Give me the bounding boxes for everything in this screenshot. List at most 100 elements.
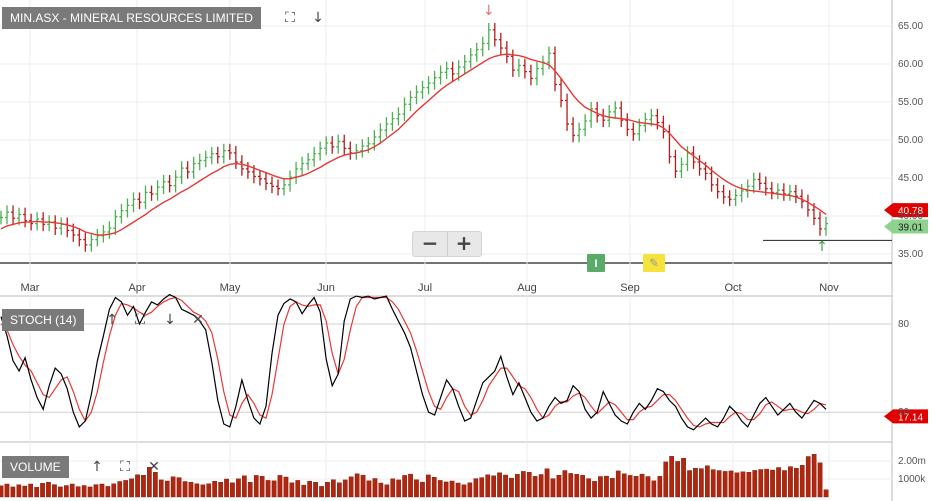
zoom-in-button[interactable]: + [455,231,473,255]
volume-bar [200,484,206,498]
price-bar [540,55,545,76]
volume-bar [610,478,615,498]
price-bar [673,149,678,178]
edit-marker-label: ✎ [649,256,659,270]
volume-bar [651,480,657,498]
price-bar [330,136,335,154]
volume-bar [307,481,313,498]
volume-bar [811,454,817,498]
price-bar [534,61,539,86]
volume-bar [366,480,372,498]
price-bar [282,178,287,196]
stoch-label: STOCH (14) [2,309,85,331]
volume-bar [627,475,633,498]
price-bar [89,232,94,252]
volume-bar [503,474,508,498]
close-icon[interactable]: ✕ [148,459,160,475]
volume-bar [544,468,550,498]
price-bar [667,124,672,164]
moving-average-line [0,53,827,236]
volume-bar [75,486,81,498]
price-bar [360,139,365,158]
volume-bar [437,480,443,498]
last-price-badge: 39.01 [884,219,928,234]
price-panel: ↓ ↑ I ✎ 40.78 39.01 [0,3,928,272]
volume-bar [657,476,663,498]
up-arrow-icon[interactable]: ↑ [91,459,103,475]
price-bar [77,228,82,247]
price-bar [787,184,792,201]
expand-icon[interactable]: ⛶ [285,10,295,26]
axis-labels: 65.00 60.00 55.00 50.00 45.00 40.00 35.00 80 20 2… [898,21,926,485]
volume-bar [598,476,603,498]
chevron-down-icon[interactable]: ↓ [312,10,324,26]
price-bar [143,185,148,210]
volume-bar [455,482,461,498]
price-bar [805,194,810,217]
volume-bar [283,476,289,498]
price-bar [486,22,491,51]
volume-bar [170,476,176,498]
price-bar [697,155,702,176]
volume-bar [509,477,514,498]
price-bar [444,61,449,80]
price-bar [324,136,329,156]
volume-bar [319,486,324,498]
price-bar [528,64,533,86]
price-bar [757,172,762,191]
price-bar [559,77,564,108]
price-tick-label: 40.00 [898,211,923,222]
stoch-badge-value: 17.14 [898,412,923,423]
price-bar [583,114,588,137]
price-bar [817,211,822,236]
volume-bar [693,468,698,498]
price-bar [793,184,798,204]
up-arrow-icon[interactable]: ↑ [106,312,118,328]
price-bar [83,232,88,252]
last-price-badge-shape [884,219,928,234]
volume-bar [188,482,194,498]
volume-bar [69,483,75,498]
zoom-control: − + [412,231,482,257]
volume-bar [633,476,639,498]
volume-bar [681,458,686,498]
volume-bar [230,482,235,498]
volume-bar [431,477,437,498]
volume-bar [408,473,413,498]
price-tick-label: 50.00 [898,135,923,146]
volume-bar [354,473,360,498]
price-bar [504,41,509,64]
volume-bar [728,470,734,498]
volume-bar [467,482,473,498]
volume-bar [241,475,247,498]
price-bar [245,162,250,179]
volume-bar [710,469,716,498]
volume-bar [176,477,182,498]
volume-bar [236,478,241,498]
price-bar [239,155,244,176]
price-bar [414,85,419,105]
buy-signal-arrow: ↑ [816,239,828,255]
price-bar [185,161,190,179]
price-bar [384,117,389,137]
volume-bar [295,480,301,498]
expand-icon[interactable]: ⛶ [135,312,145,328]
price-bar [209,146,214,165]
price-bar [468,48,473,69]
close-icon[interactable]: ✕ [192,312,204,328]
down-arrow-icon[interactable]: ↓ [164,312,176,328]
volume-bar [40,483,45,498]
price-bar [492,22,497,47]
volume-bar [111,483,117,498]
volume-bar [158,479,164,498]
zoom-out-button[interactable]: − [413,232,448,256]
last-price-badge-value: 39.01 [898,223,923,234]
volume-bar [705,465,710,498]
volume-bar [135,474,140,498]
volume-bar [799,465,805,498]
volume-bar [521,471,526,498]
volume-bar [420,481,425,498]
expand-icon[interactable]: ⛶ [120,459,130,475]
month-label: Aug [517,282,537,294]
